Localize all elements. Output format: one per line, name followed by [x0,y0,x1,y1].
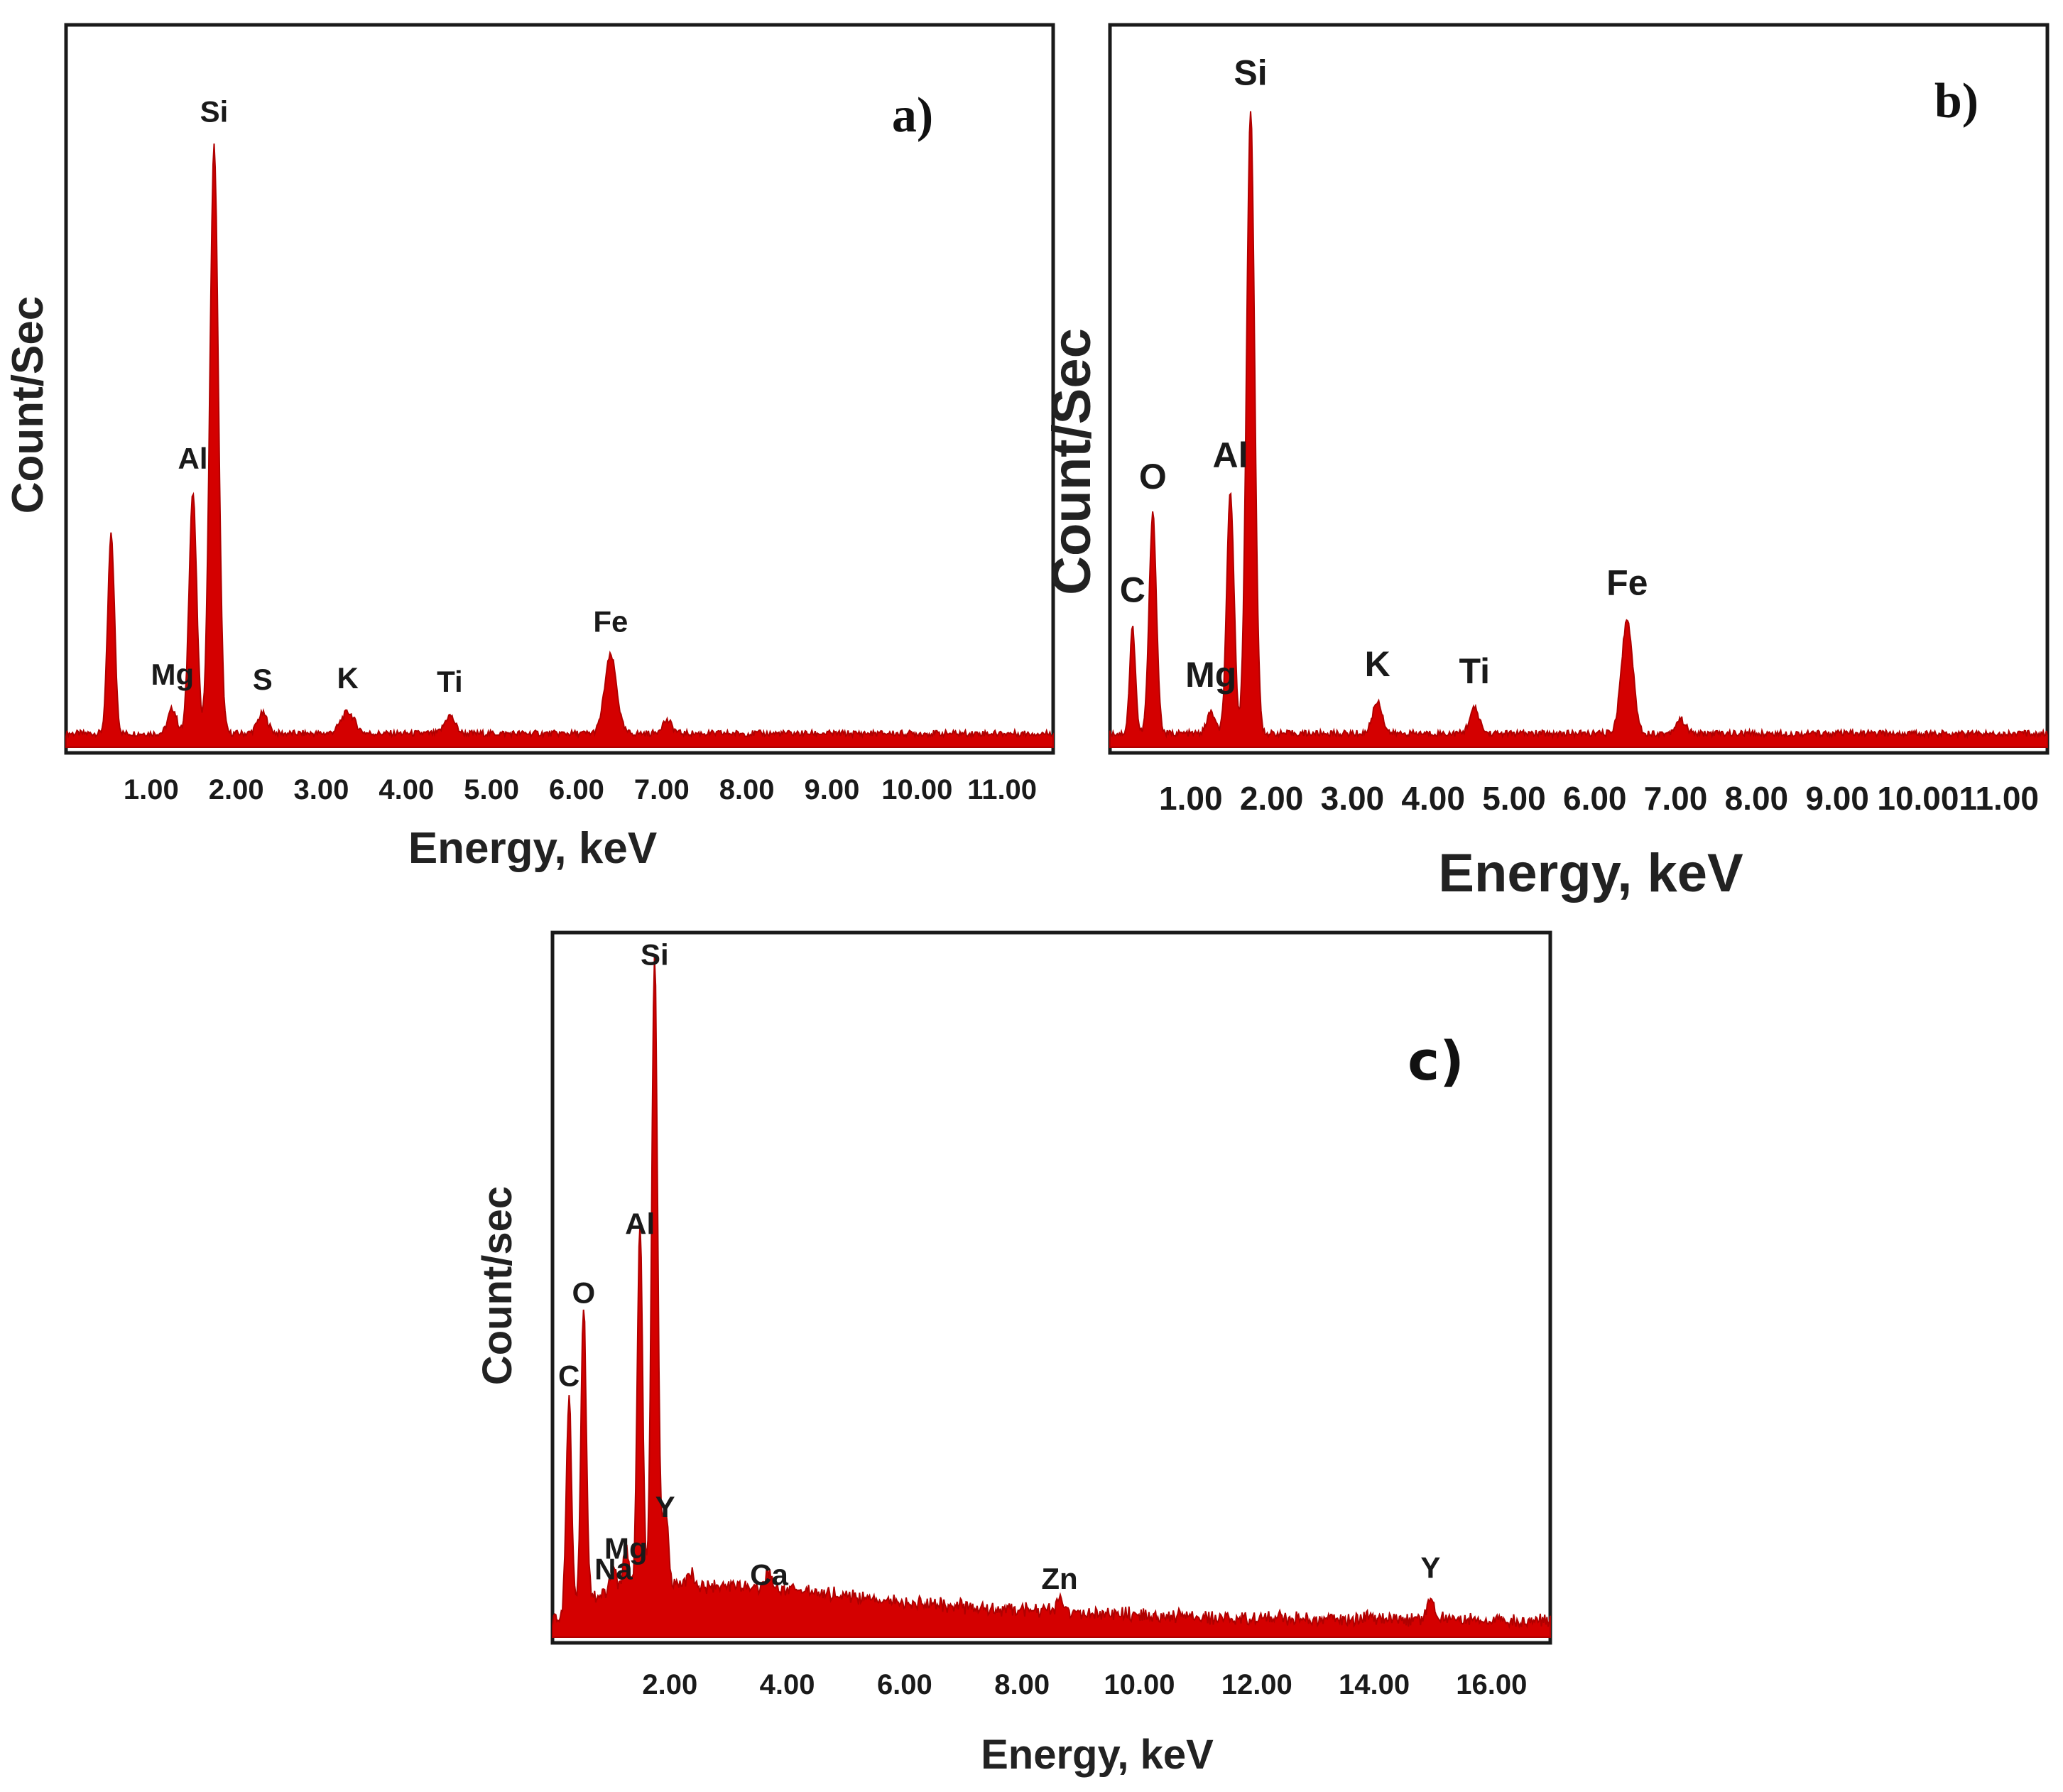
x-tick-label: 6.00 [877,1669,932,1700]
x-tick-label: 8.00 [1725,780,1789,817]
x-tick-label: 6.00 [549,774,604,805]
x-tick-label: 8.00 [719,774,775,805]
x-tick-label: 16.00 [1456,1669,1527,1700]
peak-label-zn: Zn [1041,1562,1077,1595]
peak-label-ti: Ti [1459,651,1490,691]
panel-b-chart: 1.00 2.00 3.00 4.00 5.00 6.00 7.00 8.00 9.00 10.0… [1042,23,2050,903]
x-tick-label: 2.00 [209,774,264,805]
peak-label-y: Y [655,1490,675,1524]
x-tick-label: 10.00 [1877,780,1959,817]
panel-label: b) [1934,74,1978,129]
x-tick-label: 2.00 [1240,780,1304,817]
x-tick-label: 10.00 [1104,1669,1175,1700]
peak-label-si: Si [1234,53,1267,93]
y-axis-label: Count/Sec [4,296,53,514]
spectrum-series [65,143,1054,748]
x-tick-label: 8.00 [994,1669,1050,1700]
x-tick-label: 2.00 [642,1669,697,1700]
x-tick-label: 11.00 [967,774,1037,805]
peak-label-k: K [337,661,358,695]
peak-label-al: Al [625,1207,655,1241]
peak-label-si: Si [641,938,669,971]
x-tick-label: 4.00 [760,1669,815,1700]
spectrum-series [552,957,1551,1638]
y-axis-label: Count/Sec [1042,328,1102,595]
x-tick-label: 11.00 [1959,780,2039,817]
peak-label-al: Al [1213,435,1248,475]
peak-label-y: Y [1420,1551,1440,1585]
plot-frame [550,930,1552,1645]
peak-label-ti: Ti [437,665,463,698]
peak-label-c: C [1120,570,1145,610]
x-tick-label: 3.00 [294,774,349,805]
peak-label-k: K [1365,644,1390,684]
x-tick-label: 5.00 [464,774,519,805]
x-tick-label: 5.00 [1482,780,1546,817]
peak-label-si: Si [200,95,229,129]
peak-label-mg: Mg [151,658,194,691]
x-tick-label: 3.00 [1321,780,1385,817]
peak-label-al: Al [178,442,208,475]
x-axis-label: Energy, keV [408,824,657,873]
x-axis-label: Energy, keV [1438,843,1743,903]
x-tick-label: 4.00 [1401,780,1465,817]
spectrum-series [1109,111,2048,748]
panel-label: c) [1408,1029,1464,1092]
peak-label-mg: Mg [604,1531,648,1565]
x-tick-label: 7.00 [1644,780,1708,817]
peak-label-s: S [253,663,273,696]
x-axis-label: Energy, keV [981,1732,1214,1778]
x-tick-label: 4.00 [379,774,434,805]
y-axis-label: Count/sec [474,1186,521,1385]
panel-a-chart: 1.00 2.00 3.00 4.00 5.00 6.00 7.00 8.00 9.00 10.0… [4,23,1055,873]
x-tick-label: 9.00 [805,774,860,805]
plot-frame [64,23,1055,755]
peak-label-na: Na [594,1553,633,1586]
x-tick-label: 1.00 [1159,780,1223,817]
x-tick-label: 7.00 [634,774,690,805]
x-tick-label: 1.00 [124,774,179,805]
peak-label-fe: Fe [1606,563,1648,603]
peak-label-mg: Mg [1185,655,1236,695]
peak-label-ca: Ca [750,1558,788,1591]
panel-c-chart: 2.00 4.00 6.00 8.00 10.00 12.00 14.00 16.00 Ener… [474,930,1552,1778]
plot-frame [1108,23,2050,755]
peak-label-fe: Fe [593,604,628,638]
peak-label-o: O [572,1276,595,1310]
x-tick-label: 12.00 [1221,1669,1292,1700]
x-tick-label: 10.00 [881,774,952,805]
peak-label-o: O [1139,457,1167,496]
x-tick-label: 9.00 [1805,780,1869,817]
x-tick-label: 6.00 [1563,780,1627,817]
peak-label-c: C [558,1359,579,1392]
x-tick-label: 14.00 [1339,1669,1410,1700]
panel-label: a) [892,88,933,143]
